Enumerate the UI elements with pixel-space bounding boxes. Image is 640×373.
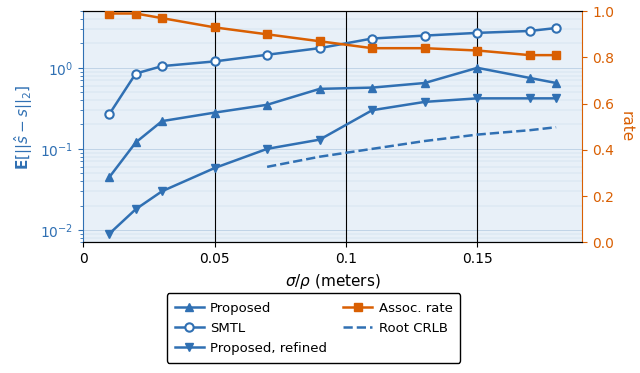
- Proposed, refined: [316, 137, 323, 142]
- Proposed, refined: [158, 189, 166, 194]
- Proposed, refined: [132, 207, 140, 211]
- Proposed, refined: [369, 108, 376, 112]
- X-axis label: $\sigma/\rho$ (meters): $\sigma/\rho$ (meters): [285, 272, 381, 291]
- Proposed: [316, 87, 323, 91]
- SMTL: [474, 31, 481, 35]
- Proposed: [369, 85, 376, 90]
- Assoc. rate: [211, 25, 218, 29]
- SMTL: [369, 36, 376, 41]
- SMTL: [132, 71, 140, 76]
- Line: SMTL: SMTL: [106, 24, 560, 118]
- SMTL: [263, 53, 271, 57]
- Proposed, refined: [106, 231, 113, 236]
- Assoc. rate: [474, 48, 481, 53]
- Assoc. rate: [263, 32, 271, 37]
- Proposed: [263, 103, 271, 107]
- Assoc. rate: [132, 11, 140, 16]
- Root CRLB: [369, 147, 376, 151]
- Proposed: [526, 76, 534, 80]
- Root CRLB: [263, 164, 271, 169]
- Assoc. rate: [106, 11, 113, 16]
- Assoc. rate: [369, 46, 376, 50]
- Y-axis label: rate: rate: [619, 111, 634, 142]
- Proposed: [158, 119, 166, 123]
- Line: Root CRLB: Root CRLB: [267, 127, 556, 167]
- SMTL: [316, 46, 323, 50]
- Proposed: [211, 110, 218, 115]
- Line: Assoc. rate: Assoc. rate: [106, 9, 560, 59]
- SMTL: [158, 64, 166, 68]
- Proposed: [132, 140, 140, 145]
- Proposed, refined: [211, 166, 218, 170]
- Line: Proposed: Proposed: [106, 64, 560, 181]
- SMTL: [526, 29, 534, 33]
- Proposed, refined: [263, 147, 271, 151]
- Proposed, refined: [526, 96, 534, 101]
- Root CRLB: [316, 154, 323, 159]
- Root CRLB: [526, 128, 534, 132]
- Assoc. rate: [158, 16, 166, 21]
- Root CRLB: [552, 125, 560, 129]
- SMTL: [552, 26, 560, 30]
- Proposed, refined: [474, 96, 481, 101]
- Legend: Proposed, SMTL, Proposed, refined, Assoc. rate, Root CRLB: Proposed, SMTL, Proposed, refined, Assoc…: [166, 294, 461, 363]
- SMTL: [211, 59, 218, 64]
- Line: Proposed, refined: Proposed, refined: [106, 94, 560, 238]
- Proposed: [474, 66, 481, 70]
- SMTL: [421, 33, 429, 38]
- Root CRLB: [421, 139, 429, 143]
- Proposed: [552, 81, 560, 85]
- Proposed, refined: [421, 100, 429, 104]
- Assoc. rate: [316, 39, 323, 44]
- Assoc. rate: [552, 53, 560, 57]
- Y-axis label: $\mathbf{E}[||\hat{s} - s||_2]$: $\mathbf{E}[||\hat{s} - s||_2]$: [12, 84, 35, 170]
- Assoc. rate: [421, 46, 429, 50]
- Proposed, refined: [552, 96, 560, 101]
- SMTL: [106, 112, 113, 116]
- Assoc. rate: [526, 53, 534, 57]
- Root CRLB: [474, 132, 481, 137]
- Proposed: [106, 175, 113, 179]
- Proposed: [421, 81, 429, 85]
